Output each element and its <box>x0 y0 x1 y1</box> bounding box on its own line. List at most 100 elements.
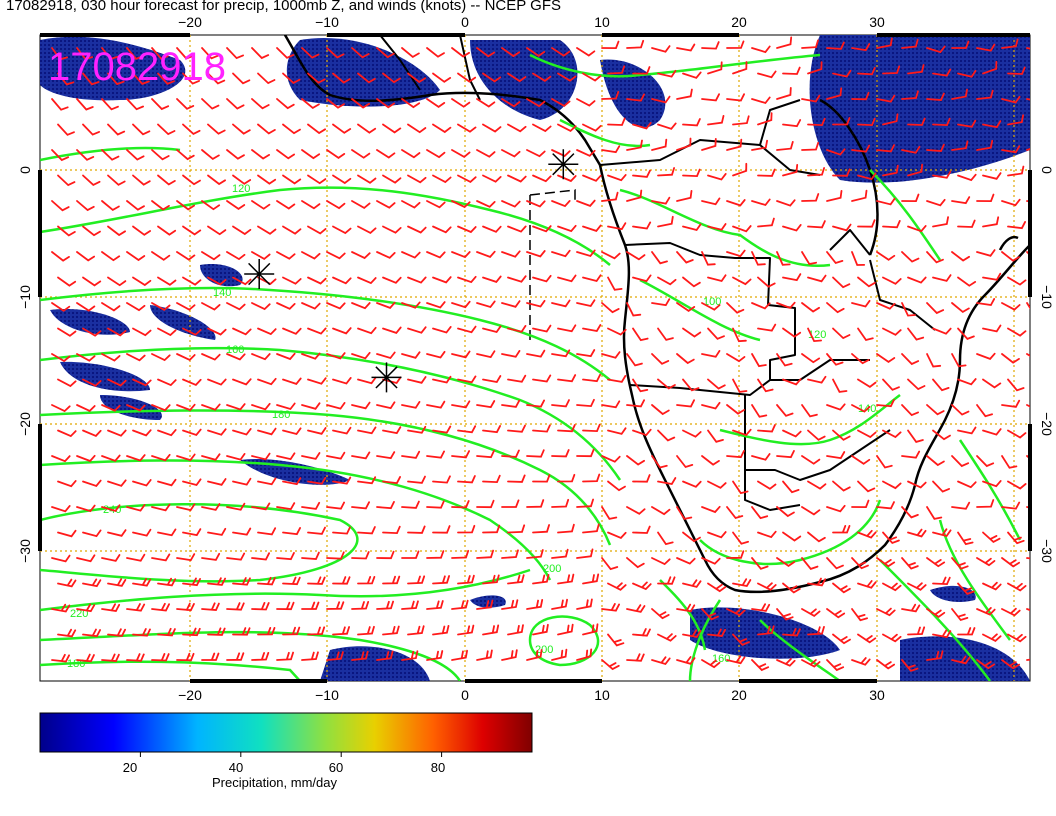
wind-barb <box>426 301 446 309</box>
wind-barb <box>101 200 120 211</box>
wind-barb <box>232 378 252 386</box>
wind-barb <box>707 327 725 340</box>
wind-barb <box>976 352 996 360</box>
date-stamp: 17082918 <box>48 45 226 89</box>
wind-barb <box>501 449 520 458</box>
wind-barb <box>857 327 874 342</box>
wind-barb <box>532 374 552 383</box>
wind-barb <box>582 523 600 534</box>
wind-barb <box>382 225 402 234</box>
wind-barb <box>226 302 246 311</box>
wind-barb <box>282 72 301 84</box>
wind-barb <box>832 582 851 594</box>
wind-barb <box>307 327 327 335</box>
wind-barb <box>607 480 626 492</box>
wind-barb <box>601 455 621 463</box>
wind-barb <box>726 249 746 258</box>
wind-barb <box>832 69 852 78</box>
wind-barb <box>776 141 794 151</box>
wind-barb <box>226 552 246 561</box>
wind-barb <box>826 87 843 100</box>
contour-label: 160 <box>226 344 244 356</box>
wind-barb <box>782 480 800 494</box>
wind-barb <box>557 473 576 483</box>
wind-barb <box>701 401 721 410</box>
wind-barb <box>101 603 121 612</box>
wind-barb <box>751 251 766 266</box>
wind-barb <box>357 174 377 184</box>
wind-barb <box>82 529 102 538</box>
wind-barb <box>701 41 720 50</box>
wind-barb <box>432 375 452 384</box>
wind-barb <box>401 251 421 259</box>
wind-barb <box>326 251 346 260</box>
wind-barb <box>807 375 827 384</box>
wind-barb <box>751 506 769 520</box>
wind-barb <box>501 98 521 108</box>
wind-barb <box>126 149 145 161</box>
colorbar-ticks <box>139 752 443 757</box>
wind-barb <box>207 378 227 386</box>
wind-barb <box>407 376 427 384</box>
wind-barb <box>376 251 396 259</box>
wind-barb <box>182 123 201 135</box>
wind-barb <box>1001 95 1021 104</box>
wind-barb <box>732 225 752 233</box>
wind-barb <box>501 499 520 508</box>
wind-barb <box>632 378 649 393</box>
wind-barb <box>832 525 851 534</box>
wind-barb <box>57 174 76 187</box>
contour-label: 120 <box>232 183 250 195</box>
wind-barb <box>957 119 977 128</box>
wind-barb <box>607 375 627 383</box>
wind-barb <box>601 191 619 202</box>
wind-barb <box>351 650 369 661</box>
wind-barb <box>457 275 477 284</box>
wind-barb <box>151 653 170 662</box>
wind-barb <box>207 428 227 436</box>
wind-barb <box>707 531 727 539</box>
wind-barb <box>501 250 521 258</box>
wind-barb <box>401 500 420 509</box>
wind-barb <box>201 98 220 110</box>
wind-barb <box>501 47 521 58</box>
wind-barb <box>307 123 326 135</box>
wind-barb <box>176 98 195 110</box>
wind-barb <box>251 552 270 561</box>
wind-barb <box>807 117 826 127</box>
wind-barb <box>51 603 71 613</box>
wind-barb <box>307 72 326 84</box>
wind-barb <box>426 650 444 661</box>
wind-barb <box>951 196 971 205</box>
wind-barb <box>882 378 900 391</box>
wind-barb <box>307 276 327 285</box>
wind-barb <box>301 47 320 59</box>
wind-barb <box>357 326 377 335</box>
wind-barb <box>532 274 552 283</box>
wind-barb <box>276 98 295 110</box>
wind-barb <box>657 531 674 546</box>
wind-barb <box>357 72 376 84</box>
wind-barb <box>701 251 716 266</box>
wind-barb <box>76 554 96 563</box>
wind-barb <box>176 149 195 161</box>
wind-barb <box>626 39 645 49</box>
wind-barb <box>126 404 146 412</box>
wind-barb <box>126 603 146 612</box>
wind-barb <box>582 473 601 483</box>
wind-barb <box>351 551 370 560</box>
wind-barb <box>982 378 1002 389</box>
wind-barb <box>132 479 152 487</box>
wind-barb <box>432 72 452 83</box>
wind-barb <box>676 656 696 665</box>
wind-barb <box>301 98 320 109</box>
wind-barb <box>951 353 967 368</box>
wind-barb <box>726 655 746 665</box>
wind-barb <box>276 452 296 461</box>
wind-barb <box>782 531 802 542</box>
wind-barb <box>226 453 246 461</box>
wind-barb <box>82 123 100 136</box>
wind-barb <box>482 425 501 434</box>
wind-barb <box>976 659 996 670</box>
wind-barb <box>107 479 127 487</box>
